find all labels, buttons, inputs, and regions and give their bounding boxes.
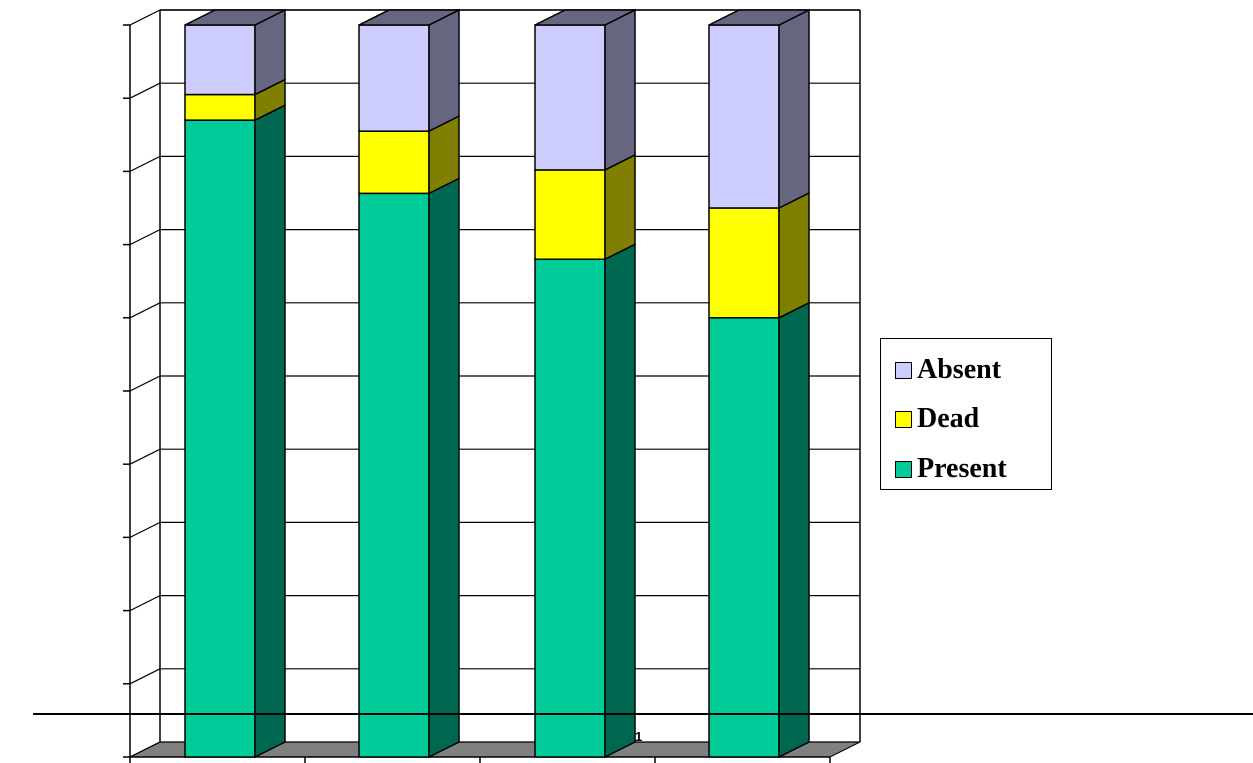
bar-side-face — [428, 177, 460, 759]
legend: Absent Dead Present — [880, 338, 1052, 490]
bar-front-face — [358, 130, 430, 195]
bar-segment-dead — [358, 114, 460, 195]
bar-side-face — [604, 153, 636, 261]
bar-front-face — [358, 192, 430, 758]
bar-front-face — [184, 24, 256, 96]
legend-item-dead: Dead — [895, 403, 980, 434]
legend-label-absent: Absent — [917, 354, 1002, 385]
side-gridline — [129, 82, 161, 99]
page-number: 1 — [635, 729, 643, 744]
bar-side-face — [604, 8, 636, 172]
bar-front-face — [708, 317, 780, 758]
side-gridline — [129, 595, 161, 612]
bar-front-face — [534, 24, 606, 171]
side-gridline — [129, 155, 161, 172]
bar-front-face — [534, 258, 606, 758]
bar-side-face — [254, 103, 286, 759]
bar-segment-absent — [184, 8, 286, 96]
bar-top-face — [184, 9, 286, 26]
bars — [184, 8, 810, 759]
side-gridline — [129, 375, 161, 392]
bar-segment-present — [184, 103, 286, 759]
bar-side-face — [778, 8, 810, 210]
bar-segment-dead — [708, 191, 810, 320]
side-gridline — [129, 302, 161, 319]
bar-side-face — [428, 8, 460, 133]
legend-swatch-present — [895, 460, 912, 478]
bar-front-face — [708, 207, 780, 319]
page-divider — [33, 713, 1253, 715]
legend-label-dead: Dead — [917, 403, 980, 434]
bar-segment-absent — [708, 8, 810, 210]
bar-segment-present — [708, 301, 810, 759]
bar-front-face — [534, 169, 606, 260]
bar-front-face — [358, 24, 430, 132]
side-gridline — [129, 741, 161, 758]
bar-side-face — [778, 191, 810, 320]
bar-segment-present — [358, 177, 460, 759]
legend-swatch-dead — [895, 410, 912, 428]
legend-label-present: Present — [917, 453, 1007, 484]
bar-top-face — [708, 9, 810, 26]
bar-segment-dead — [534, 153, 636, 261]
side-gridline — [129, 229, 161, 246]
side-gridline — [129, 9, 161, 26]
bar-segment-present — [534, 243, 636, 759]
bar-front-face — [184, 93, 256, 121]
side-gridline — [129, 521, 161, 538]
bar-front-face — [708, 24, 780, 209]
legend-item-absent: Absent — [895, 354, 1002, 385]
legend-item-present: Present — [895, 453, 1007, 484]
bar-side-face — [778, 301, 810, 759]
bar-top-face — [534, 9, 636, 26]
bar-side-face — [604, 243, 636, 759]
side-gridline — [129, 668, 161, 685]
bar-segment-absent — [358, 8, 460, 133]
bar-segment-absent — [534, 8, 636, 172]
side-gridline — [129, 448, 161, 465]
legend-swatch-absent — [895, 361, 912, 379]
bar-top-face — [358, 9, 460, 26]
bar-front-face — [184, 119, 256, 758]
